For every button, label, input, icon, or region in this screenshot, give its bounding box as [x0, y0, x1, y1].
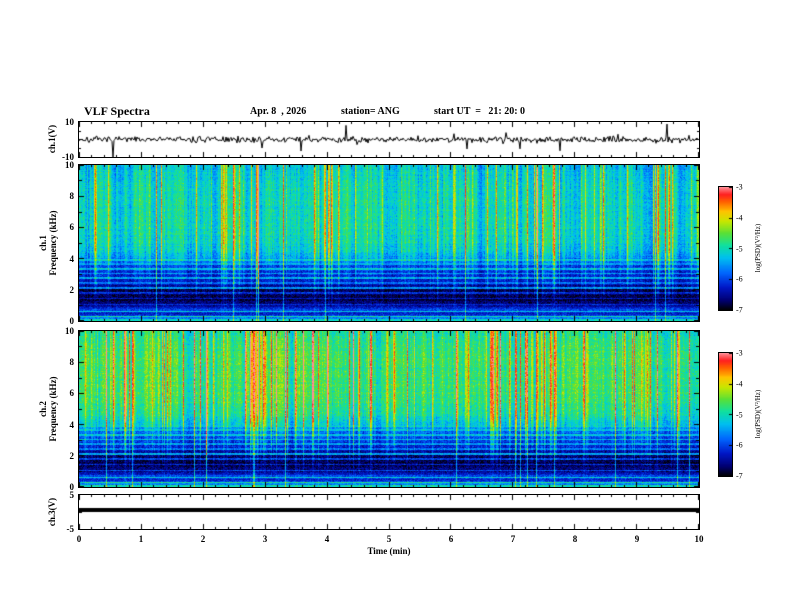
ch2-spectrogram-axis-label: ch.2 Frequency (kHz)	[38, 376, 58, 441]
y-tick-label: 2	[69, 284, 75, 295]
y-tick-label: 6	[69, 222, 75, 233]
x-tick-label: 6	[448, 534, 454, 544]
colorbar-tick-label: -3	[736, 348, 743, 358]
y-tick-label: 10	[65, 160, 74, 170]
ch3-voltage-panel	[78, 494, 700, 530]
ch3-voltage-axis-label: ch.3(V)	[47, 497, 57, 527]
ch1-spectrogram-axis-label-line2: Frequency (kHz)	[48, 210, 58, 276]
ch2-spectrogram	[79, 331, 699, 487]
ch1-voltage-waveform	[79, 122, 699, 157]
y-tick-label: 2	[69, 450, 75, 461]
date-label: Apr. 8 , 2026	[250, 106, 307, 117]
ch1-voltage-axis-label: ch.1(V)	[47, 124, 57, 154]
colorbar-tick-label: -6	[736, 440, 743, 450]
y-tick-label: 10	[65, 326, 74, 336]
colorbar-ch2	[719, 353, 732, 476]
colorbar-tick-label: -6	[736, 274, 743, 284]
x-tick-label: 3	[262, 534, 268, 544]
x-tick-label: 4	[324, 534, 330, 544]
x-tick-label: 5	[386, 534, 392, 544]
colorbar-tick-label: -3	[736, 182, 743, 192]
colorbar-ch2-panel	[718, 352, 733, 477]
ch1-spectrogram-axis-label: ch.1 Frequency (kHz)	[38, 210, 58, 275]
colorbar-tick-label: -5	[736, 410, 743, 419]
ch3-voltage-waveform	[79, 495, 699, 529]
colorbar-tick-label: -4	[736, 213, 743, 223]
colorbar-ch1-panel	[718, 186, 733, 311]
ch1-spectrogram	[79, 165, 699, 321]
x-tick-label: 8	[572, 534, 578, 544]
y-tick-label: -5	[66, 524, 75, 534]
y-tick-label: 4	[69, 253, 75, 264]
x-tick-label: 7	[510, 534, 516, 544]
y-tick-label: 0	[69, 316, 75, 326]
colorbar-tick-label: -7	[736, 305, 743, 315]
ch1-voltage-panel	[78, 121, 700, 158]
y-tick-label: 10	[65, 117, 74, 127]
y-tick-label: 5	[69, 490, 75, 500]
ch1-spectrogram-panel	[78, 164, 700, 322]
y-tick-label: -10	[62, 152, 74, 162]
x-tick-label: 1	[138, 534, 144, 544]
start-ut-label: start UT = 21: 20: 0	[434, 106, 526, 117]
figure-title: VLF Spectra	[84, 104, 150, 118]
ch2-spectrogram-panel	[78, 330, 700, 488]
x-tick-label: 0	[76, 534, 82, 544]
y-tick-label: 6	[69, 388, 75, 399]
y-tick-label: 4	[69, 419, 75, 430]
station-label: station= ANG	[341, 106, 400, 117]
y-tick-label: 8	[69, 191, 75, 202]
colorbar1-label: log(PSD)(V²/Hz)	[754, 223, 762, 273]
colorbar-ch1	[719, 187, 732, 310]
x-tick-label: 10	[694, 534, 704, 544]
ch2-spectrogram-axis-label-line2: Frequency (kHz)	[48, 376, 58, 442]
colorbar-tick-label: -5	[736, 244, 743, 253]
colorbar-tick-label: -7	[736, 471, 743, 481]
x-tick-label: 9	[634, 534, 640, 544]
ch1-spectrogram-axis-label-line1: ch.1	[38, 235, 48, 251]
y-tick-label: 8	[69, 357, 75, 368]
ch2-spectrogram-axis-label-line1: ch.2	[38, 401, 48, 417]
x-tick-label: 2	[200, 534, 206, 544]
time-axis-label: Time (min)	[367, 546, 411, 556]
colorbar-tick-label: -4	[736, 379, 743, 389]
colorbar2-label: log(PSD)(V²/Hz)	[754, 389, 762, 439]
y-tick-label: 0	[69, 482, 75, 492]
